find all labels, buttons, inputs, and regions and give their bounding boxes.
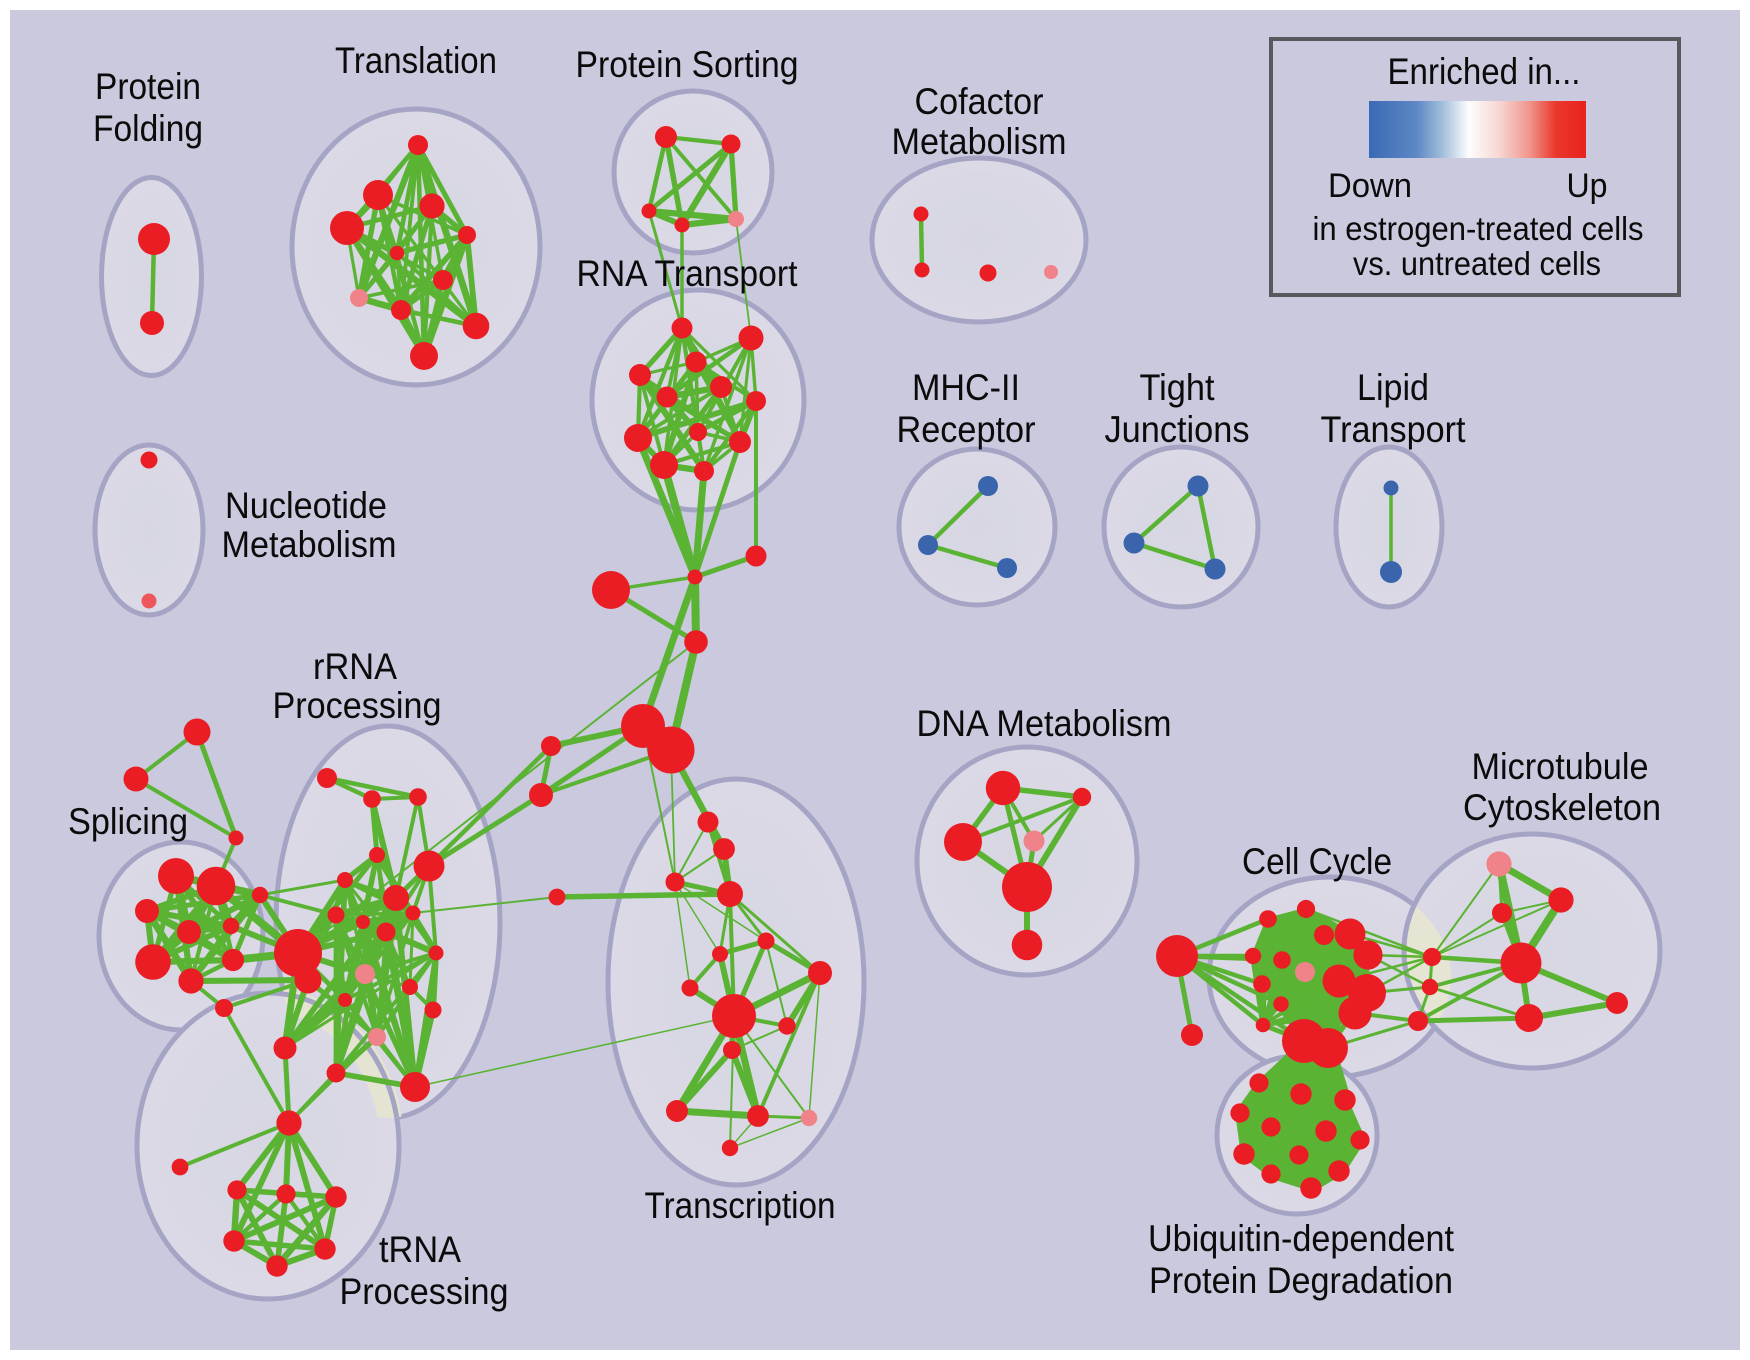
svg-text:Cofactor: Cofactor — [915, 81, 1044, 122]
svg-text:Processing: Processing — [340, 1271, 509, 1312]
svg-text:Receptor: Receptor — [897, 409, 1036, 450]
svg-text:tRNA: tRNA — [379, 1229, 461, 1270]
svg-text:RNA Transport: RNA Transport — [577, 253, 799, 294]
svg-text:Splicing: Splicing — [68, 801, 188, 842]
svg-text:Folding: Folding — [93, 108, 203, 149]
svg-text:Down: Down — [1328, 167, 1412, 205]
svg-text:rRNA: rRNA — [313, 646, 397, 687]
svg-text:Microtubule: Microtubule — [1472, 746, 1649, 787]
svg-text:Protein Degradation: Protein Degradation — [1149, 1260, 1453, 1301]
svg-text:Junctions: Junctions — [1105, 409, 1250, 450]
svg-text:Cell Cycle: Cell Cycle — [1242, 841, 1392, 882]
svg-text:Protein Sorting: Protein Sorting — [576, 44, 799, 85]
svg-text:Processing: Processing — [273, 685, 442, 726]
svg-text:Lipid: Lipid — [1357, 367, 1429, 408]
svg-text:Enriched in...: Enriched in... — [1388, 51, 1581, 92]
svg-text:Cytoskeleton: Cytoskeleton — [1463, 787, 1661, 828]
svg-text:Protein: Protein — [95, 66, 201, 107]
svg-text:vs. untreated cells: vs. untreated cells — [1353, 246, 1601, 283]
svg-text:Transport: Transport — [1321, 409, 1467, 450]
svg-text:Up: Up — [1567, 167, 1608, 205]
svg-text:Metabolism: Metabolism — [892, 121, 1067, 162]
svg-text:Translation: Translation — [335, 40, 497, 81]
svg-text:DNA Metabolism: DNA Metabolism — [917, 703, 1172, 744]
svg-text:Tight: Tight — [1140, 367, 1216, 408]
svg-text:Ubiquitin-dependent: Ubiquitin-dependent — [1148, 1218, 1455, 1259]
svg-text:Transcription: Transcription — [645, 1185, 836, 1226]
svg-text:in estrogen-treated cells: in estrogen-treated cells — [1313, 211, 1644, 248]
svg-text:MHC-II: MHC-II — [912, 367, 1020, 408]
svg-text:Nucleotide: Nucleotide — [225, 485, 387, 526]
svg-text:Metabolism: Metabolism — [222, 524, 397, 565]
